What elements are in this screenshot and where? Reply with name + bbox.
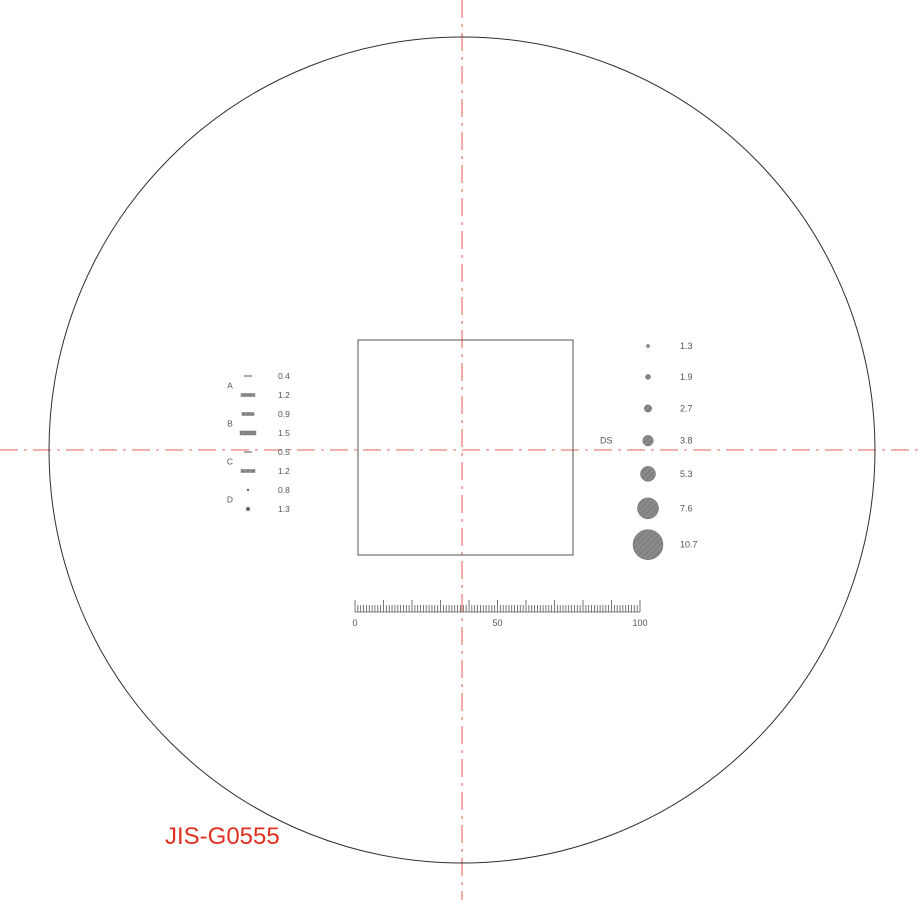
right-scale-value: 3.8 [680, 436, 693, 446]
right-scale-dot [646, 344, 649, 347]
left-scale-value: 0.9 [278, 409, 290, 419]
ruler-label: 0 [352, 618, 357, 628]
right-scale-value: 5.3 [680, 469, 693, 479]
left-scale-value: 1.5 [278, 428, 290, 438]
right-scale-dot [641, 466, 656, 481]
right-scale-value: 1.3 [680, 341, 693, 351]
left-scale-value: 0.5 [278, 447, 290, 457]
ruler-label: 50 [492, 618, 502, 628]
right-scale-dot [644, 405, 651, 412]
right-scale-dot [643, 435, 654, 446]
right-scale-label: DS [600, 436, 613, 446]
left-scale-letter: A [227, 381, 233, 391]
right-scale-dot [633, 530, 663, 560]
right-scale-value: 7.6 [680, 503, 693, 513]
left-scale-letter: D [227, 495, 233, 505]
left-scale-value: 1.2 [278, 466, 290, 476]
left-scale-value: 0.8 [278, 485, 290, 495]
left-scale-value: 0.4 [278, 371, 290, 381]
right-scale-value: 1.9 [680, 372, 693, 382]
diagram-title: JIS-G0555 [165, 823, 280, 850]
right-scale-dot [638, 498, 659, 519]
right-scale-value: 2.7 [680, 403, 693, 413]
reticle-diagram: 0 50 100 0.4 A 1.2 0.9 B 1.5 0.5 C 1.2 0.8 D 1.3 1.3 1.9… [0, 0, 924, 900]
right-scale-dot [646, 374, 651, 379]
left-scale-letter: B [227, 419, 233, 429]
left-scale-letter: C [227, 457, 233, 467]
right-scale-value: 10.7 [680, 540, 698, 550]
left-scale-value: 1.3 [278, 504, 290, 514]
left-scale-value: 1.2 [278, 390, 290, 400]
ruler-label: 100 [632, 618, 647, 628]
